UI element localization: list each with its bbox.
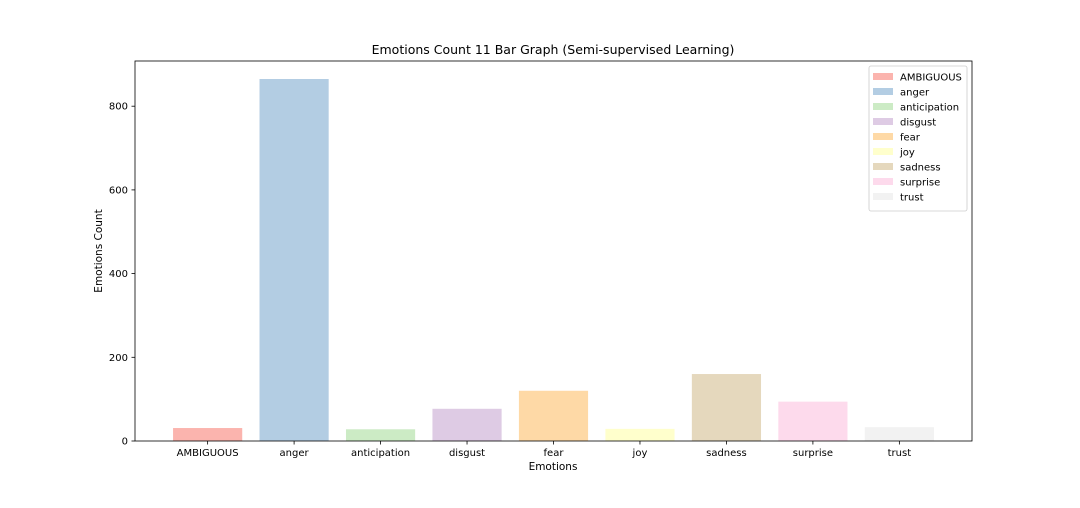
y-tick-label: 800 (109, 102, 128, 113)
bar-trust (864, 427, 934, 441)
legend-swatch (873, 103, 893, 110)
legend-swatch (873, 148, 893, 155)
legend-swatch (873, 88, 893, 95)
legend-label: AMBIGUOUS (900, 73, 962, 84)
bar-fear (518, 390, 589, 441)
bar-sadness (691, 374, 762, 441)
x-tick-label: sadness (706, 448, 747, 459)
legend-label: surprise (900, 178, 940, 189)
legend-label: anticipation (900, 103, 959, 114)
legend-swatch (873, 73, 893, 80)
x-tick-label: disgust (449, 448, 485, 459)
legend-label: anger (900, 88, 930, 99)
bar-disgust (432, 408, 502, 441)
x-tick-label: trust (888, 448, 912, 459)
bars-layer (173, 79, 934, 441)
x-tick-label: joy (632, 448, 648, 459)
legend-label: fear (900, 133, 921, 144)
y-tick-label: 200 (109, 353, 128, 364)
bar-anger (259, 79, 329, 441)
bar-anticipation (345, 429, 416, 441)
legend-box (868, 65, 968, 212)
y-tick-label: 0 (122, 437, 128, 448)
axes-layer: AMBIGUOUS anger anticipation disgust fear joy… (109, 60, 973, 459)
legend-swatch (873, 133, 893, 140)
legend-label: joy (899, 148, 915, 159)
legend-swatch (873, 163, 893, 170)
bar-ambiguous (173, 428, 243, 441)
x-tick-label: surprise (793, 448, 833, 459)
legend-label: sadness (900, 163, 941, 174)
bar-joy (605, 428, 675, 441)
x-axis-label: Emotions (529, 461, 578, 473)
x-tick-label: anticipation (351, 448, 410, 459)
y-tick-label: 600 (109, 185, 128, 196)
x-tick-label: fear (544, 448, 565, 459)
legend-label: disgust (900, 118, 936, 129)
legend-swatch (873, 178, 893, 185)
legend-swatch (873, 193, 893, 200)
bar-surprise (778, 401, 848, 441)
y-tick-label: 400 (109, 269, 128, 280)
legend: AMBIGUOUS anger anticipation disgust fear joy… (868, 65, 968, 212)
x-tick-label: anger (280, 448, 310, 459)
chart-title: Emotions Count 11 Bar Graph (Semi-superv… (372, 42, 735, 57)
legend-swatch (873, 118, 893, 125)
y-axis-label: Emotions Count (93, 209, 105, 292)
x-tick-label: AMBIGUOUS (177, 448, 239, 459)
legend-label: trust (900, 193, 924, 204)
